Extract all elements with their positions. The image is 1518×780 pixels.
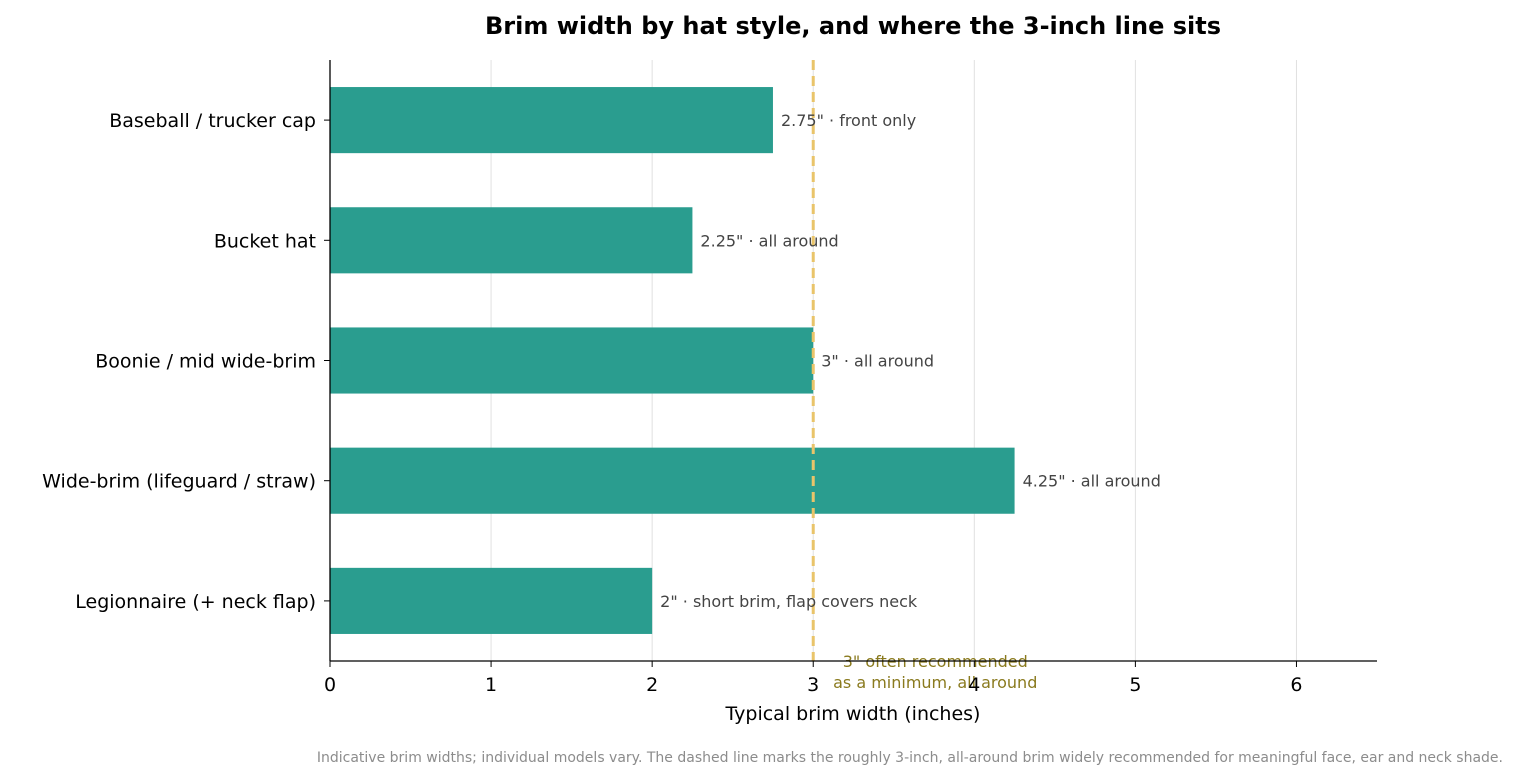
category-label-1: Bucket hat <box>214 230 316 252</box>
footnote: Indicative brim widths; individual model… <box>317 750 1503 766</box>
data-labels: 2.75" · front only 2.25" · all around 3" ·… <box>660 111 1161 611</box>
data-label-0: 2.75" · front only <box>781 111 916 130</box>
bar-1 <box>330 207 693 274</box>
bars <box>330 87 1015 634</box>
bar-4 <box>330 567 653 634</box>
x-tick-label-0: 0 <box>324 674 336 696</box>
bar-3 <box>330 447 1015 514</box>
bar-0 <box>330 87 773 154</box>
data-label-4: 2" · short brim, flap covers neck <box>660 592 918 611</box>
x-tick-label-2: 2 <box>646 674 658 696</box>
category-labels: Baseball / trucker cap Bucket hat Boonie /… <box>42 110 330 613</box>
data-label-3: 4.25" · all around <box>1023 472 1161 491</box>
bar-2 <box>330 327 814 394</box>
x-tick-label-4: 4 <box>968 674 980 696</box>
data-label-1: 2.25" · all around <box>700 231 838 250</box>
data-label-2: 3" · all around <box>821 352 934 371</box>
chart-title: Brim width by hat style, and where the 3… <box>485 12 1221 40</box>
x-tick-label-5: 5 <box>1129 674 1141 696</box>
x-axis-title: Typical brim width (inches) <box>725 703 981 725</box>
category-label-0: Baseball / trucker cap <box>109 110 316 132</box>
tick-labels: 0 1 2 3 4 5 6 <box>324 661 1303 696</box>
category-label-4: Legionnaire (+ neck flap) <box>75 591 316 613</box>
x-tick-label-1: 1 <box>485 674 497 696</box>
x-tick-label-3: 3 <box>807 674 819 696</box>
category-label-2: Boonie / mid wide-brim <box>95 351 316 373</box>
reference-label-line-1: as a minimum, all around <box>833 673 1037 692</box>
x-tick-label-6: 6 <box>1290 674 1302 696</box>
category-label-3: Wide-brim (lifeguard / straw) <box>42 471 316 493</box>
